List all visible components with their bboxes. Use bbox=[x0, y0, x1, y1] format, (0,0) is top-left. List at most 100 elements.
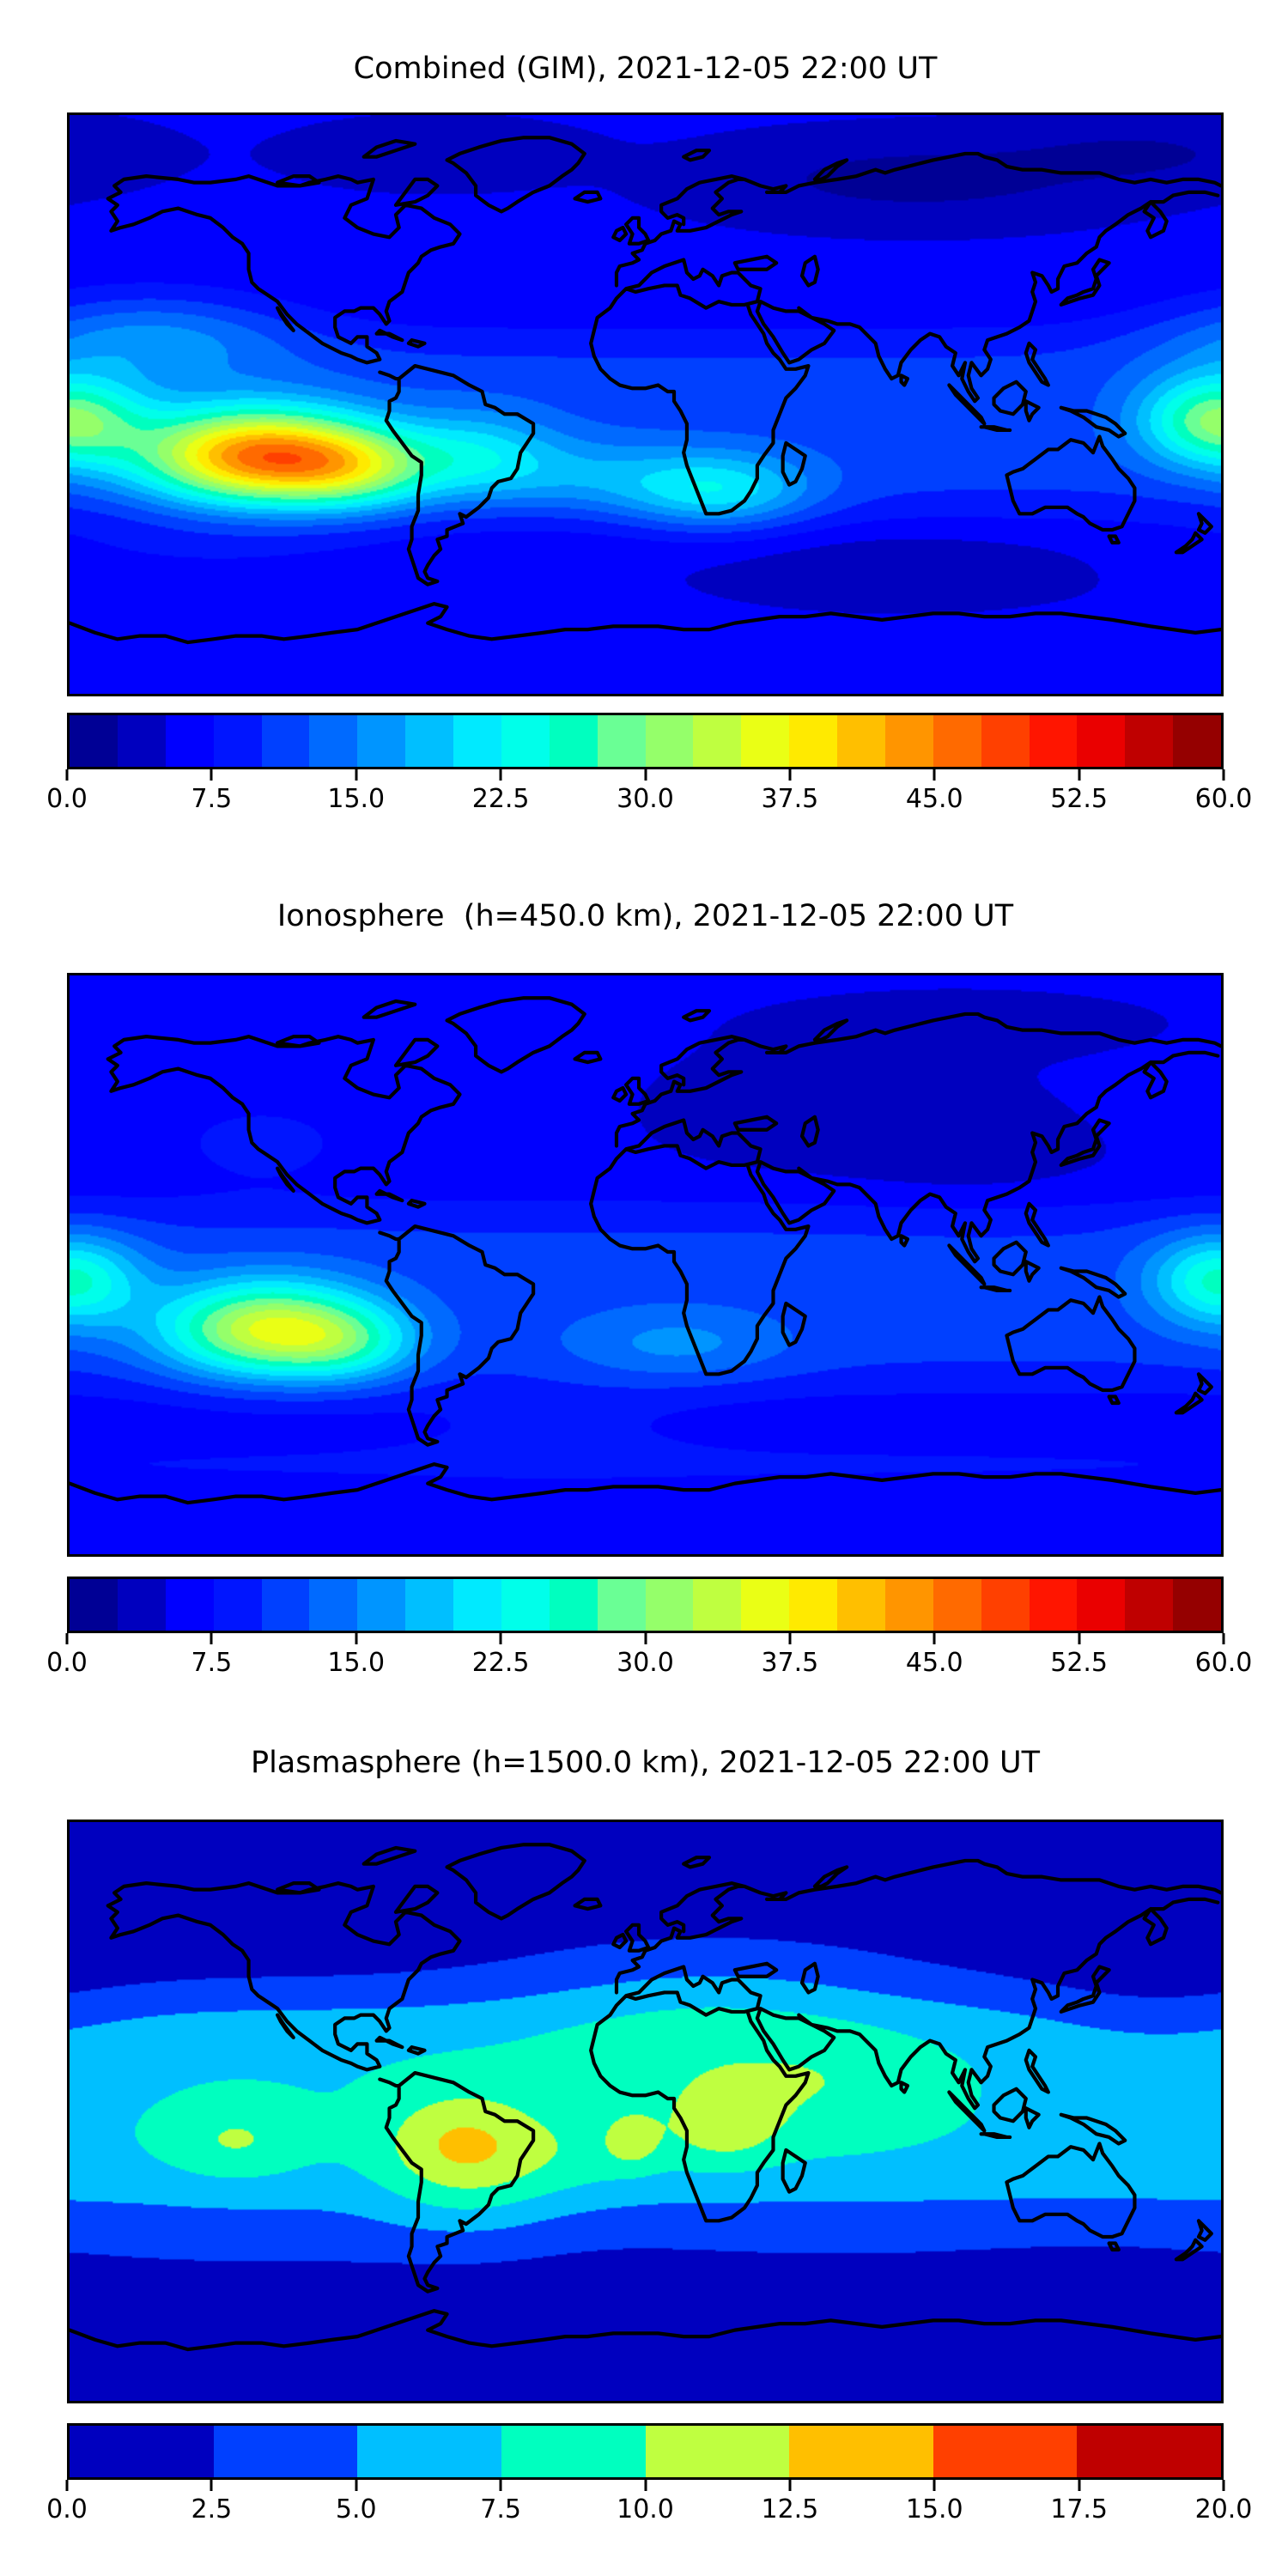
colorbar-segment bbox=[549, 1579, 598, 1631]
colorbar-tick bbox=[355, 769, 358, 781]
colorbar-tick-label: 60.0 bbox=[1194, 784, 1253, 814]
colorbar-segment bbox=[357, 715, 406, 767]
colorbar-segment bbox=[597, 715, 646, 767]
colorbar-segment bbox=[453, 1579, 501, 1631]
colorbar-segment bbox=[933, 2426, 1078, 2477]
colorbar-segment bbox=[165, 715, 214, 767]
coastline-path bbox=[70, 1843, 1221, 2352]
colorbar-tick-label: 52.5 bbox=[1050, 784, 1109, 814]
panel-combined-gim: Combined (GIM), 2021-12-05 22:00 UT 0.0 7… bbox=[0, 0, 1288, 861]
colorbar-segment bbox=[933, 715, 981, 767]
colorbar-segment bbox=[837, 715, 885, 767]
coastline-path bbox=[70, 996, 1221, 1505]
colorbar-tick-label: 52.5 bbox=[1050, 1648, 1109, 1678]
colorbar-tick-label: 15.0 bbox=[327, 784, 386, 814]
colorbar-tick-label: 15.0 bbox=[905, 2494, 963, 2524]
colorbar-tick-label: 45.0 bbox=[905, 784, 963, 814]
colorbar-tick-label: 0.0 bbox=[46, 784, 88, 814]
colorbar-segment bbox=[501, 715, 550, 767]
map-plasmasphere bbox=[67, 1820, 1224, 2403]
colorbar-segment bbox=[357, 2426, 501, 2477]
colorbar-segment bbox=[789, 715, 837, 767]
colorbar-segment bbox=[981, 715, 1030, 767]
colorbar-segment bbox=[1173, 715, 1221, 767]
panel-title: Plasmasphere (h=1500.0 km), 2021-12-05 2… bbox=[250, 1746, 1041, 1780]
colorbar-tick bbox=[210, 1633, 213, 1644]
colorbar-tick bbox=[1222, 1633, 1225, 1644]
colorbar-segment bbox=[117, 715, 166, 767]
colorbar-tick-label: 15.0 bbox=[327, 1648, 386, 1678]
colorbar-segment bbox=[1077, 2426, 1221, 2477]
colorbar-tick bbox=[933, 1633, 936, 1644]
colorbar-tick-label: 45.0 bbox=[905, 1648, 963, 1678]
colorbar-tick bbox=[788, 769, 792, 781]
panel-ionosphere: Ionosphere (h=450.0 km), 2021-12-05 22:0… bbox=[0, 861, 1288, 1722]
colorbar-tick-label: 30.0 bbox=[617, 1648, 674, 1678]
colorbar-segment bbox=[1173, 1579, 1221, 1631]
coastlines-overlay bbox=[70, 1843, 1221, 2352]
colorbar-segment bbox=[70, 715, 118, 767]
colorbar-segment bbox=[70, 2426, 214, 2477]
colorbar bbox=[67, 1577, 1224, 1633]
colorbar-tick-label: 37.5 bbox=[761, 784, 819, 814]
colorbar-tick bbox=[65, 1633, 69, 1644]
colorbar-ticks bbox=[65, 769, 1225, 781]
colorbar-tick bbox=[210, 2480, 213, 2491]
colorbar-tick-labels: 0.0 2.5 5.0 7.5 10.0 12.5 15.0 17.5 20.0 bbox=[46, 2494, 1252, 2529]
colorbar-tick bbox=[499, 769, 502, 781]
colorbar-segment bbox=[789, 1579, 837, 1631]
map-combined-gim bbox=[67, 112, 1224, 696]
colorbar-tick-label: 7.5 bbox=[480, 2494, 521, 2524]
coastline-path bbox=[70, 136, 1221, 645]
colorbar-tick bbox=[644, 769, 647, 781]
colorbar-segment bbox=[645, 1579, 694, 1631]
colorbar-segment bbox=[693, 1579, 742, 1631]
colorbar-tick bbox=[933, 2480, 936, 2491]
colorbar-segment bbox=[261, 715, 310, 767]
colorbar bbox=[67, 2423, 1224, 2480]
colorbar-tick bbox=[65, 2480, 69, 2491]
colorbar-tick-label: 5.0 bbox=[335, 2494, 377, 2524]
colorbar-tick bbox=[788, 1633, 792, 1644]
colorbar-tick-label: 12.5 bbox=[761, 2494, 819, 2524]
colorbar bbox=[67, 713, 1224, 769]
colorbar-segment bbox=[213, 715, 262, 767]
colorbar-tick bbox=[1222, 2480, 1225, 2491]
colorbar-tick-labels: 0.0 7.5 15.0 22.5 30.0 37.5 45.0 52.5 60.0 bbox=[46, 1648, 1252, 1682]
colorbar-segment bbox=[213, 2426, 358, 2477]
coastlines-overlay bbox=[70, 136, 1221, 645]
colorbar-tick bbox=[1222, 769, 1225, 781]
colorbar-tick-label: 2.5 bbox=[191, 2494, 233, 2524]
colorbar-segment bbox=[165, 1579, 214, 1631]
colorbar-ticks bbox=[65, 1633, 1225, 1645]
colorbar-tick-label: 60.0 bbox=[1194, 1648, 1253, 1678]
colorbar-tick bbox=[933, 769, 936, 781]
colorbar-tick-label: 22.5 bbox=[471, 784, 530, 814]
colorbar-tick bbox=[1078, 2480, 1081, 2491]
colorbar-segment bbox=[1125, 1579, 1174, 1631]
colorbar-segment bbox=[549, 715, 598, 767]
panel-title: Combined (GIM), 2021-12-05 22:00 UT bbox=[353, 52, 938, 86]
colorbar-segment bbox=[837, 1579, 885, 1631]
colorbar-segment bbox=[117, 1579, 166, 1631]
colorbar-segment bbox=[741, 715, 790, 767]
colorbar-tick-labels: 0.0 7.5 15.0 22.5 30.0 37.5 45.0 52.5 60.0 bbox=[46, 784, 1252, 818]
colorbar-segment bbox=[309, 715, 358, 767]
colorbar-tick bbox=[65, 769, 69, 781]
colorbar-segment bbox=[261, 1579, 310, 1631]
colorbar-tick-label: 7.5 bbox=[191, 784, 233, 814]
colorbar-segment bbox=[645, 715, 694, 767]
colorbar-segment bbox=[405, 715, 453, 767]
colorbar-segment bbox=[741, 1579, 790, 1631]
colorbar-tick bbox=[210, 769, 213, 781]
colorbar-tick bbox=[788, 2480, 792, 2491]
colorbar-tick-label: 17.5 bbox=[1050, 2494, 1109, 2524]
colorbar-tick bbox=[1078, 769, 1081, 781]
colorbar-segment bbox=[309, 1579, 358, 1631]
colorbar-segment bbox=[884, 715, 933, 767]
colorbar-segment bbox=[453, 715, 501, 767]
colorbar-segment bbox=[981, 1579, 1030, 1631]
colorbar-segment bbox=[1125, 715, 1174, 767]
colorbar-segment bbox=[213, 1579, 262, 1631]
colorbar-tick bbox=[644, 1633, 647, 1644]
